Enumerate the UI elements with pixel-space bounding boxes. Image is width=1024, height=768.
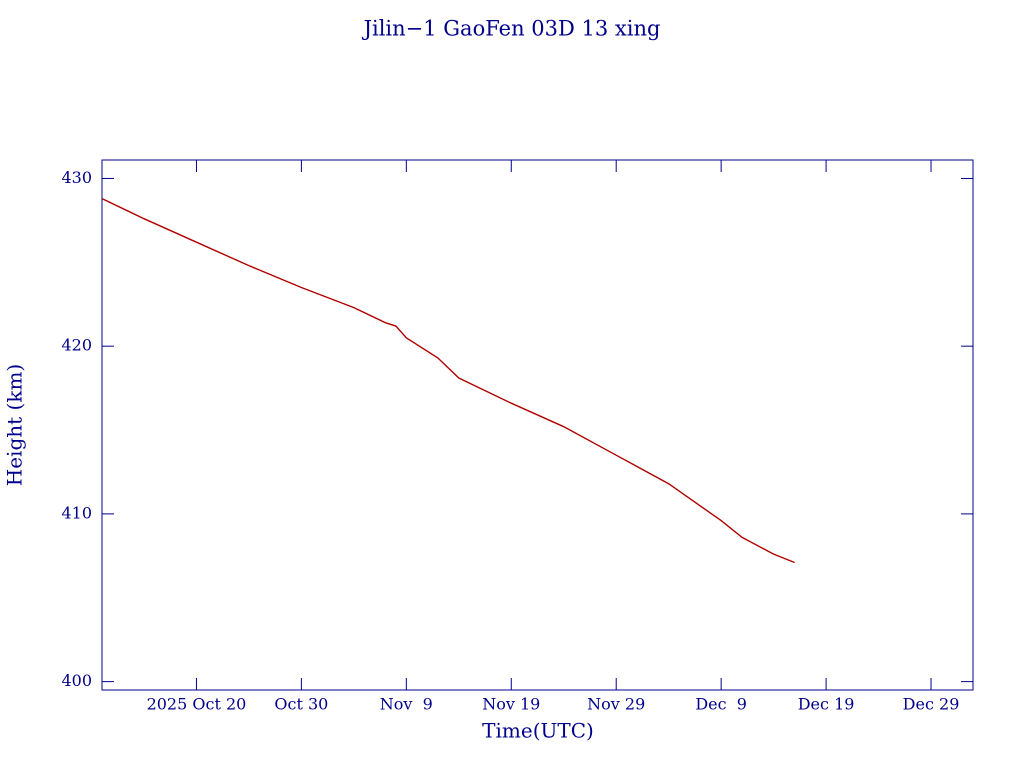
x-tick-label: Nov 19 (482, 695, 540, 714)
data-line (101, 197, 795, 564)
y-axis-label: Height (km) (3, 364, 27, 486)
y-tick-label: 400 (61, 671, 92, 690)
y-tick-label: 430 (61, 168, 92, 187)
x-tick-label: Nov 29 (587, 695, 645, 714)
x-tick-label: Dec 19 (798, 695, 855, 714)
x-tick-label: Dec 9 (695, 695, 747, 714)
plot-frame (101, 159, 974, 691)
x-tick-label: Oct 30 (274, 695, 328, 714)
x-tick-label: Dec 29 (903, 695, 960, 714)
y-tick-label: 420 (61, 336, 92, 355)
y-tick-label: 410 (61, 503, 92, 522)
x-tick-label: Nov 9 (380, 695, 433, 714)
x-axis-label: Time(UTC) (482, 719, 594, 743)
chart-title: Jilin−1 GaoFen 03D 13 xing (362, 17, 661, 41)
x-tick-label: 2025 Oct 20 (147, 695, 247, 714)
